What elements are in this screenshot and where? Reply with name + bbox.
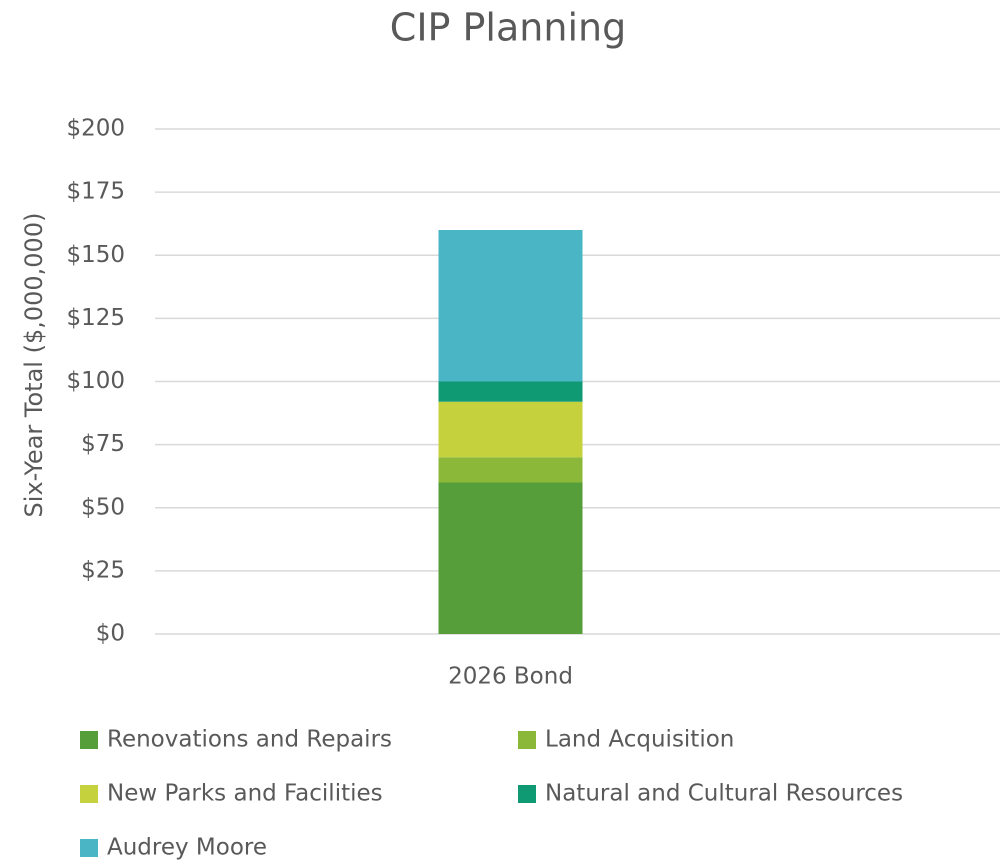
y-tick-label: $200 <box>66 116 125 142</box>
legend-swatch <box>80 839 98 857</box>
y-tick-label: $75 <box>81 431 125 457</box>
legend-label: Audrey Moore <box>107 835 267 861</box>
bar-segment <box>438 230 583 382</box>
legend-label: Renovations and Repairs <box>107 727 392 753</box>
legend-swatch <box>518 785 536 803</box>
legend-swatch <box>80 785 98 803</box>
y-axis-label: Six-Year Total ($,000,000) <box>20 213 48 518</box>
bar-segment <box>438 381 583 402</box>
bar-segment <box>438 457 583 483</box>
legend-label: New Parks and Facilities <box>107 781 383 807</box>
y-tick-label: $150 <box>66 242 125 268</box>
chart-title: CIP Planning <box>390 6 626 50</box>
legend-swatch <box>80 731 98 749</box>
bar-segment <box>438 401 583 458</box>
legend-label: Natural and Cultural Resources <box>545 781 903 807</box>
x-tick-label: 2026 Bond <box>448 664 573 690</box>
legend-swatch <box>518 731 536 749</box>
y-tick-label: $0 <box>96 621 125 647</box>
y-tick-label: $25 <box>81 557 125 583</box>
y-tick-label: $125 <box>66 305 125 331</box>
y-tick-label: $175 <box>66 179 125 205</box>
bar-segment <box>438 482 583 634</box>
y-tick-label: $100 <box>66 368 125 394</box>
legend-label: Land Acquisition <box>545 727 734 753</box>
y-tick-label: $50 <box>81 494 125 520</box>
